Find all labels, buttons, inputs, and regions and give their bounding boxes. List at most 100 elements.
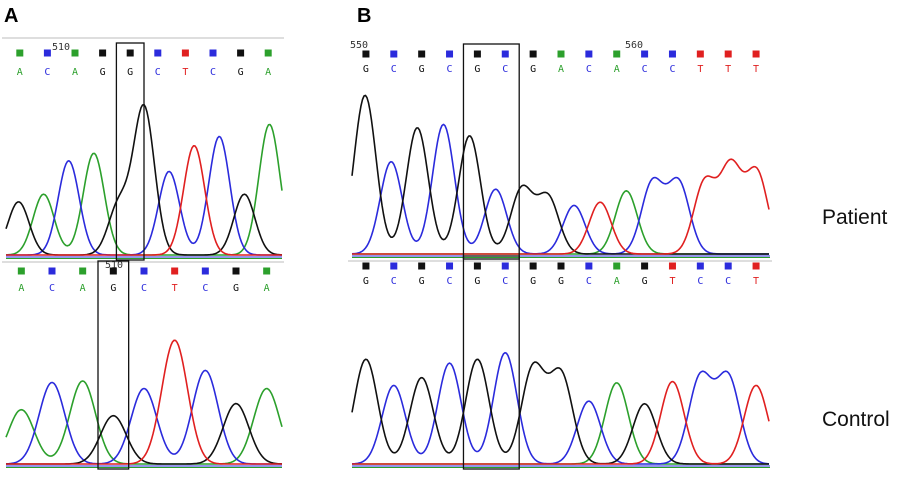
quality-square-icon: [181, 49, 189, 57]
panel-b-patient-chromatogram: 550 560 G C G C G C G A C A C C T T T: [350, 40, 770, 260]
quality-square-icon: [668, 50, 676, 58]
base-call: G: [530, 276, 536, 287]
quality-square-icon: [71, 49, 79, 57]
base-call: C: [725, 276, 731, 287]
mutation-highlight-box: [462, 255, 520, 470]
quality-square-icon: [613, 50, 621, 58]
trace-t: [352, 158, 770, 255]
quality-square-icon: [362, 50, 370, 58]
trace-c: [351, 123, 769, 255]
quality-square-icon: [209, 49, 217, 57]
base-call: G: [363, 64, 369, 75]
base-call: C: [155, 67, 161, 78]
base-call: A: [558, 64, 564, 75]
quality-square-icon: [109, 267, 117, 275]
trace-c: [5, 369, 282, 465]
trace-g: [351, 358, 769, 465]
quality-square-icon: [43, 49, 51, 57]
mutation-highlight-box: [115, 42, 145, 261]
base-call: T: [753, 276, 759, 287]
base-call: G: [100, 67, 106, 78]
base-call: C: [391, 64, 397, 75]
quality-square-icon: [418, 50, 426, 58]
base-call: A: [80, 283, 86, 294]
quality-square-icon: [154, 49, 162, 57]
base-call: T: [172, 283, 178, 294]
base-call: G: [127, 67, 133, 78]
quality-square-icon: [201, 267, 209, 275]
quality-square-icon: [418, 262, 426, 270]
base-call: G: [419, 276, 425, 287]
base-call: A: [265, 67, 271, 78]
quality-square-icon: [16, 49, 24, 57]
base-position-label: 560: [625, 40, 643, 51]
quality-square-icon: [668, 262, 676, 270]
quality-square-icon: [99, 49, 107, 57]
base-position-label: 550: [350, 40, 368, 51]
quality-square-icon: [696, 50, 704, 58]
trace-c: [351, 351, 770, 465]
panel-letter-a: A: [4, 5, 18, 27]
base-call: C: [391, 276, 397, 287]
base-call: T: [697, 64, 703, 75]
base-call: A: [614, 276, 620, 287]
row-label-control: Control: [822, 408, 890, 431]
base-call: G: [474, 64, 480, 75]
quality-square-icon: [501, 262, 509, 270]
base-call: G: [363, 276, 369, 287]
base-call: C: [210, 67, 216, 78]
base-call: G: [238, 67, 244, 78]
base-call: C: [141, 283, 147, 294]
base-position-label: 510: [105, 260, 123, 271]
quality-square-icon: [501, 50, 509, 58]
base-call: T: [753, 64, 759, 75]
quality-square-icon: [232, 267, 240, 275]
base-call: G: [558, 276, 564, 287]
quality-square-icon: [48, 267, 56, 275]
quality-square-icon: [641, 262, 649, 270]
base-call: G: [110, 283, 116, 294]
quality-square-icon: [557, 50, 565, 58]
quality-square-icon: [446, 262, 454, 270]
row-label-patient: Patient: [822, 206, 888, 229]
quality-square-icon: [446, 50, 454, 58]
base-call: A: [18, 283, 24, 294]
base-call: G: [642, 276, 648, 287]
base-call: G: [233, 283, 239, 294]
quality-square-icon: [362, 262, 370, 270]
base-call: T: [725, 64, 731, 75]
quality-square-icon: [264, 49, 272, 57]
quality-square-icon: [140, 267, 148, 275]
base-call: C: [202, 283, 208, 294]
quality-square-icon: [529, 50, 537, 58]
base-call: C: [586, 64, 592, 75]
trace-a: [5, 380, 283, 465]
quality-square-icon: [126, 49, 134, 57]
quality-square-icon: [696, 262, 704, 270]
mutation-highlight-box: [462, 43, 520, 260]
base-call: C: [697, 276, 703, 287]
quality-square-icon: [473, 262, 481, 270]
base-call: C: [44, 67, 50, 78]
quality-square-icon: [473, 50, 481, 58]
trace-t: [352, 380, 770, 465]
quality-square-icon: [724, 50, 732, 58]
quality-square-icon: [79, 267, 87, 275]
quality-square-icon: [641, 50, 649, 58]
base-call: C: [447, 64, 453, 75]
quality-square-icon: [237, 49, 245, 57]
panel-a-control-chromatogram: 510 A C A G C T C G A: [2, 260, 284, 470]
quality-square-icon: [171, 267, 179, 275]
base-call: C: [586, 276, 592, 287]
quality-square-icon: [724, 262, 732, 270]
base-call: C: [502, 64, 508, 75]
quality-square-icon: [263, 267, 271, 275]
base-call: G: [419, 64, 425, 75]
base-call: A: [72, 67, 78, 78]
trace-g: [351, 94, 769, 255]
base-call: C: [642, 64, 648, 75]
base-position-label: 510: [52, 42, 70, 53]
quality-square-icon: [557, 262, 565, 270]
quality-square-icon: [752, 262, 760, 270]
